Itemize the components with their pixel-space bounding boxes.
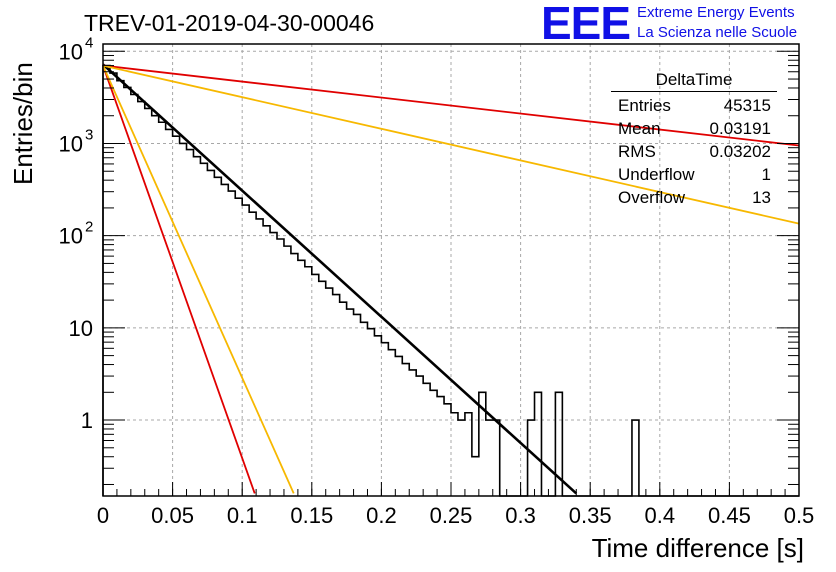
y-tick-exponent: 3 (85, 126, 93, 143)
x-axis-label: Time difference [s] (591, 533, 804, 563)
x-tick-label: 0.25 (430, 503, 473, 528)
x-tick-label: 0.2 (366, 503, 397, 528)
stats-row: Overflow 13 (611, 186, 777, 209)
y-tick-label: 10 (69, 316, 93, 341)
x-tick-label: 0.5 (784, 503, 815, 528)
stats-label: Overflow (618, 188, 686, 207)
reference-line (102, 65, 295, 494)
eee-logo: EEE (541, 0, 631, 49)
x-tick-labels: 0 0.05 0.1 0.15 0.2 0.25 0.3 0.35 0.4 0.45 0.5 (97, 503, 814, 528)
stats-label: RMS (618, 142, 656, 161)
y-tick-label: 10 (59, 131, 83, 156)
stats-value: 45315 (723, 96, 771, 115)
logo-line-1: Extreme Energy Events (637, 4, 795, 21)
reference-line (102, 64, 800, 147)
stats-label: Mean (618, 119, 661, 138)
chart-title: TREV-01-2019-04-30-00046 (84, 10, 375, 36)
x-tick-label: 0 (97, 503, 109, 528)
x-tick-label: 0.4 (645, 503, 676, 528)
reference-line (102, 64, 800, 225)
reference-line (102, 65, 256, 494)
y-tick-label: 10 (59, 39, 83, 64)
axis-ticks (102, 50, 800, 496)
x-tick-label: 0.1 (227, 503, 258, 528)
x-tick-label: 0.05 (151, 503, 194, 528)
y-axis-label: Entries/bin (8, 62, 38, 185)
stats-value: 0.03191 (709, 119, 771, 138)
histogram (102, 64, 799, 497)
stats-row: Mean 0.03191 (611, 117, 777, 140)
stats-value: 0.03202 (709, 142, 771, 161)
x-tick-label: 0.35 (569, 503, 612, 528)
stats-title: DeltaTime (611, 70, 777, 92)
stats-row: Underflow 1 (611, 163, 777, 186)
stats-label: Underflow (618, 165, 695, 184)
stats-value: 1 (761, 165, 771, 184)
histogram-step (102, 64, 799, 497)
stats-row: Entries 45315 (611, 94, 777, 117)
stats-row: RMS 0.03202 (611, 140, 777, 163)
y-tick-label: 10 (59, 224, 83, 249)
y-tick-label: 1 (81, 408, 93, 433)
stats-box: DeltaTime Entries 45315 Mean 0.03191 RMS 0.… (611, 70, 777, 209)
stats-value: 13 (752, 188, 771, 207)
stats-label: Entries (618, 96, 671, 115)
x-tick-label: 0.3 (505, 503, 536, 528)
x-tick-label: 0.45 (708, 503, 751, 528)
x-tick-label: 0.15 (290, 503, 333, 528)
y-tick-exponent: 4 (85, 34, 93, 51)
fit-line (102, 63, 578, 495)
y-tick-exponent: 2 (85, 219, 93, 236)
fit-curves (102, 63, 800, 495)
logo-line-2: La Scienza nelle Scuole (637, 24, 798, 41)
